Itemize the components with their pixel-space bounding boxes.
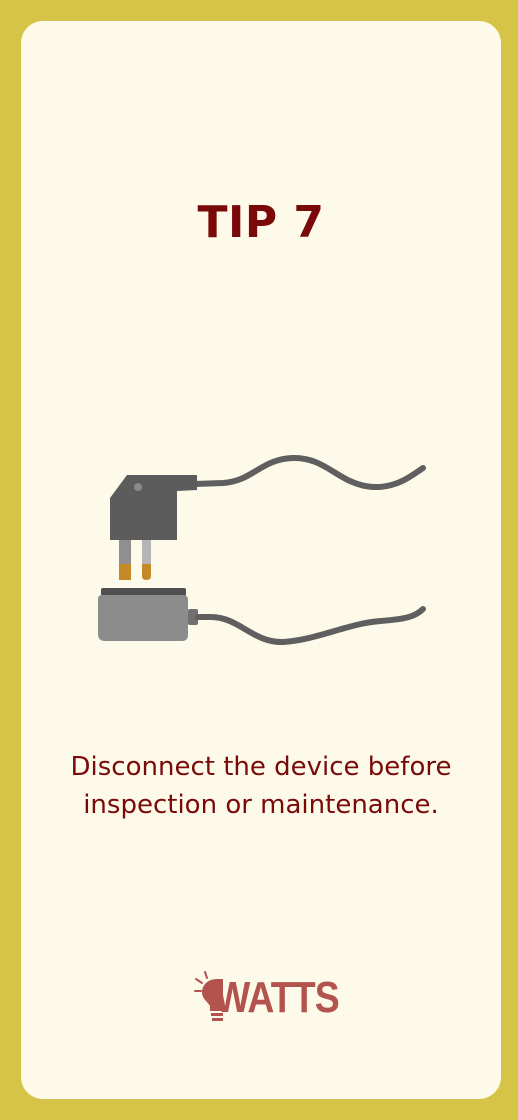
watts-logo: WATTS	[193, 969, 340, 1029]
plug-icon	[110, 475, 197, 580]
tip-caption: Disconnect the device before inspection …	[70, 752, 452, 820]
socket-icon	[98, 588, 198, 641]
logo-text: WATTS	[215, 973, 340, 1022]
plug-cable	[192, 454, 426, 491]
tip-title: TIP 7	[197, 197, 325, 248]
socket-cable	[195, 606, 426, 646]
tip-card: TIP 7 Disconnect the device before inspe…	[21, 21, 501, 1099]
lightbulb-icon	[194, 971, 223, 1021]
unplugged-charger-illustration	[98, 454, 426, 646]
